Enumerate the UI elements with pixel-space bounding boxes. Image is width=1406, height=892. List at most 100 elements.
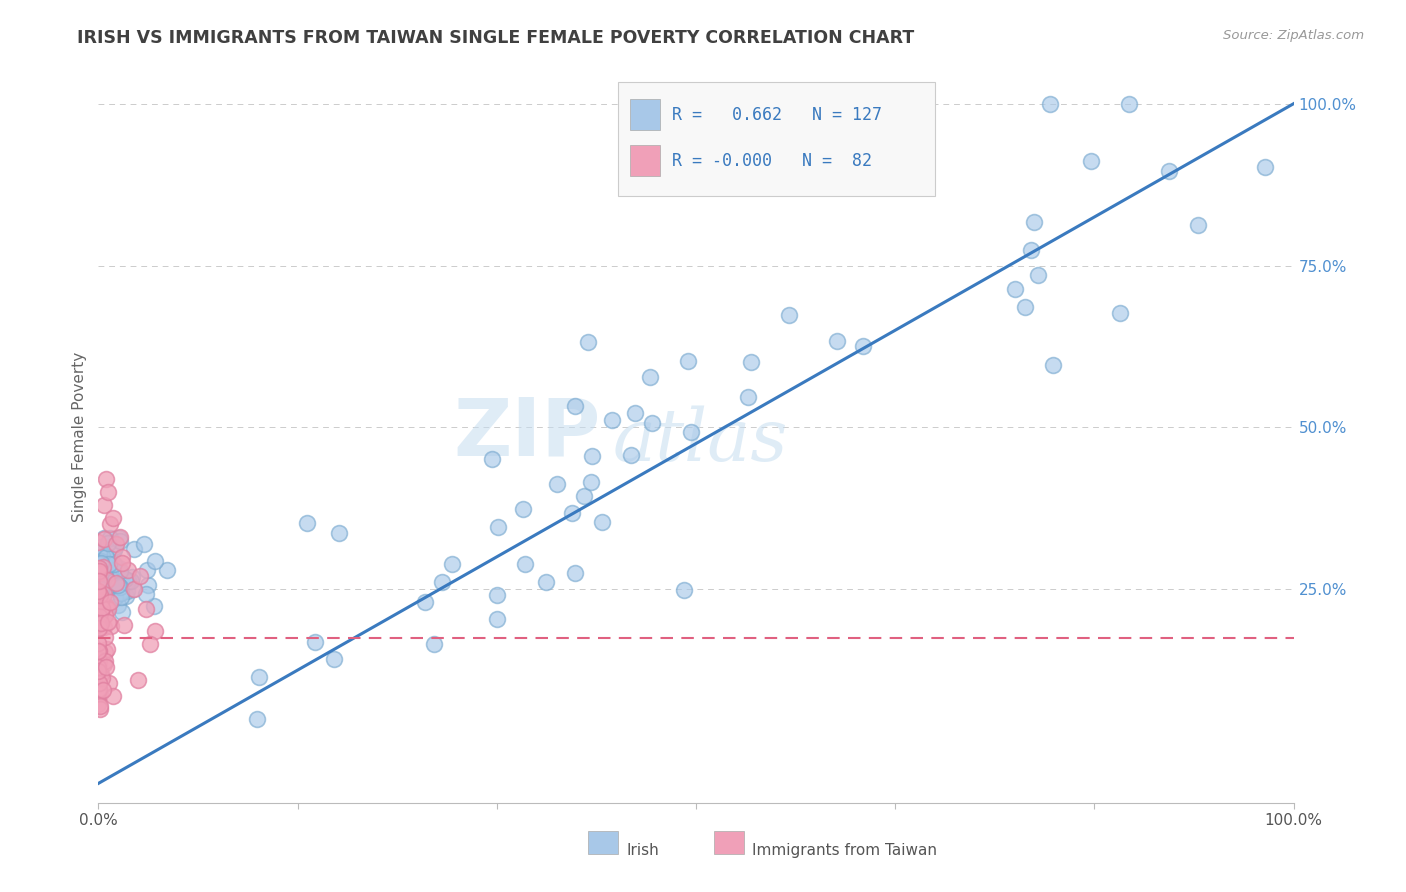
- Point: [127, 673, 149, 687]
- Text: ZIP: ZIP: [453, 394, 600, 473]
- Point: [852, 339, 875, 353]
- Point: [778, 308, 800, 322]
- Point: [1026, 268, 1049, 282]
- Point: [413, 595, 436, 609]
- Point: [110, 571, 132, 585]
- Point: [89, 681, 111, 696]
- Point: [100, 557, 122, 571]
- Point: [89, 567, 111, 582]
- Bar: [589, 830, 619, 854]
- Point: [97, 536, 120, 550]
- Point: [422, 636, 444, 650]
- Point: [641, 416, 664, 430]
- Point: [676, 354, 699, 368]
- Point: [90, 582, 112, 596]
- Point: [89, 653, 111, 667]
- Point: [87, 697, 110, 711]
- Point: [546, 477, 568, 491]
- Point: [100, 619, 122, 633]
- Point: [96, 571, 118, 585]
- Point: [1118, 96, 1140, 111]
- Point: [98, 531, 121, 545]
- Point: [1080, 154, 1102, 169]
- Point: [91, 682, 114, 697]
- Point: [121, 570, 143, 584]
- Point: [87, 586, 110, 600]
- Point: [737, 390, 759, 404]
- Point: [89, 599, 111, 613]
- Point: [576, 334, 599, 349]
- Point: [1187, 218, 1209, 232]
- Point: [89, 558, 111, 572]
- Point: [107, 531, 129, 545]
- Point: [135, 564, 157, 578]
- Point: [1004, 282, 1026, 296]
- Y-axis label: Single Female Poverty: Single Female Poverty: [72, 352, 87, 522]
- Point: [135, 601, 157, 615]
- Point: [87, 559, 110, 574]
- Bar: [630, 145, 661, 176]
- Point: [111, 557, 134, 571]
- Point: [87, 561, 110, 575]
- Point: [93, 630, 115, 644]
- Point: [89, 621, 111, 635]
- Point: [87, 644, 110, 658]
- Point: [512, 501, 534, 516]
- Point: [90, 566, 112, 580]
- Point: [89, 571, 111, 585]
- Point: [91, 549, 114, 563]
- Point: [90, 556, 112, 570]
- Point: [136, 578, 159, 592]
- Point: [1109, 306, 1132, 320]
- Point: [111, 549, 134, 564]
- Point: [87, 586, 110, 600]
- Point: [90, 601, 112, 615]
- Point: [110, 590, 132, 604]
- Point: [108, 561, 131, 575]
- Point: [89, 582, 111, 597]
- Point: [98, 577, 121, 591]
- FancyBboxPatch shape: [619, 82, 935, 195]
- Point: [638, 370, 661, 384]
- Point: [1042, 358, 1064, 372]
- Point: [90, 578, 112, 592]
- Point: [107, 598, 129, 612]
- Point: [322, 652, 344, 666]
- Point: [87, 564, 110, 578]
- Point: [825, 334, 848, 348]
- Point: [90, 604, 112, 618]
- Point: [1254, 160, 1277, 174]
- Point: [89, 592, 111, 607]
- Text: Source: ZipAtlas.com: Source: ZipAtlas.com: [1223, 29, 1364, 42]
- Point: [87, 617, 110, 632]
- Point: [101, 511, 124, 525]
- Point: [110, 564, 132, 578]
- Point: [93, 498, 115, 512]
- Point: [93, 620, 115, 634]
- Point: [93, 531, 115, 545]
- Point: [87, 574, 110, 589]
- Point: [561, 506, 583, 520]
- Point: [94, 660, 117, 674]
- Point: [297, 516, 319, 530]
- Point: [93, 657, 115, 671]
- Point: [87, 566, 110, 581]
- Point: [110, 585, 132, 599]
- Point: [430, 574, 453, 589]
- Point: [97, 557, 120, 571]
- Point: [1014, 300, 1036, 314]
- Point: [304, 634, 326, 648]
- Point: [681, 425, 703, 440]
- Point: [481, 451, 503, 466]
- Point: [90, 554, 112, 568]
- Point: [534, 574, 557, 589]
- Point: [138, 637, 160, 651]
- Point: [740, 354, 762, 368]
- Point: [87, 588, 110, 602]
- Point: [87, 684, 110, 698]
- Point: [124, 582, 146, 597]
- Point: [97, 560, 120, 574]
- Point: [328, 526, 350, 541]
- Point: [1019, 243, 1042, 257]
- Point: [592, 515, 614, 529]
